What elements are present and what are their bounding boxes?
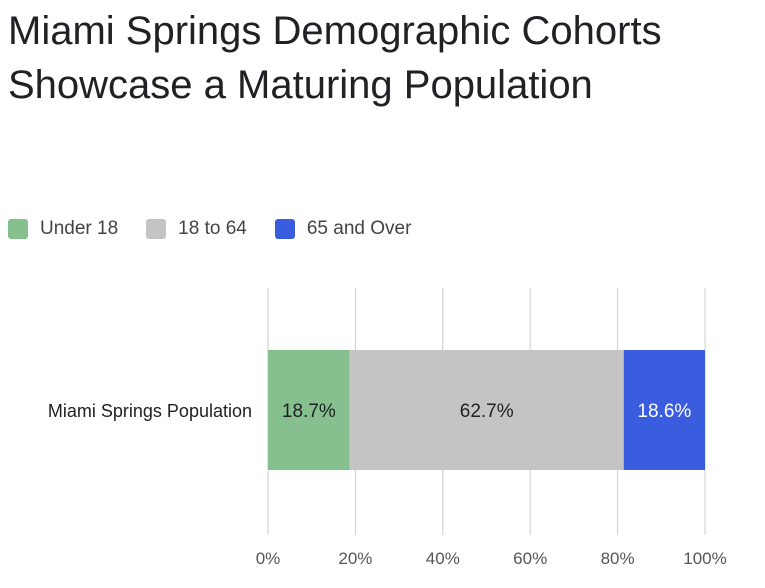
legend-swatch: [274, 219, 295, 239]
legend-label: 18 to 64: [178, 218, 247, 239]
legend-item-18-to-64: 18 to 64: [146, 218, 247, 240]
x-tick-label: 0%: [256, 549, 281, 568]
bar-segment: [623, 350, 705, 470]
data-label: 18.6%: [637, 401, 691, 422]
legend-swatch: [146, 219, 167, 239]
legend-label: 65 and Over: [306, 218, 412, 239]
data-label: 18.7%: [282, 401, 336, 422]
data-label: 62.7%: [460, 401, 514, 422]
bar-segment: [349, 350, 624, 470]
legend: Under 18 18 to 64 65 and Over: [8, 218, 411, 240]
x-tick-label: 60%: [513, 549, 547, 568]
x-tick-label: 100%: [683, 549, 726, 568]
y-category-label: Miami Springs Population: [48, 401, 252, 421]
legend-swatch: [8, 219, 28, 239]
x-tick-label: 20%: [338, 549, 372, 568]
legend-item-65-and-over: 65 and Over: [274, 218, 412, 240]
chart-title: Miami Springs Demographic Cohorts Showca…: [8, 9, 662, 107]
bar-segment: [268, 350, 350, 470]
x-tick-label: 80%: [601, 549, 635, 568]
legend-label: Under 18: [40, 218, 119, 239]
legend-item-under-18: Under 18: [8, 218, 118, 240]
x-tick-label: 40%: [426, 549, 460, 568]
